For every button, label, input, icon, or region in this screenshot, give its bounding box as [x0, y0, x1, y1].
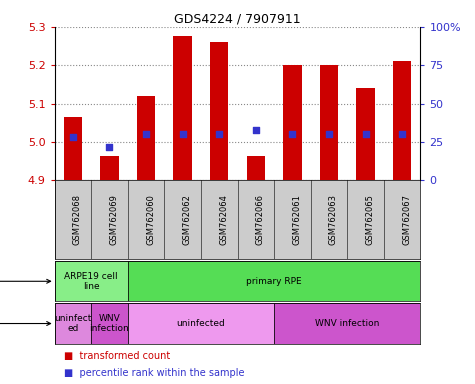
Bar: [173, 36, 192, 180]
Text: ■  transformed count: ■ transformed count: [64, 351, 171, 361]
Point: [252, 127, 259, 133]
Text: uninfect
ed: uninfect ed: [54, 314, 92, 333]
Bar: [283, 65, 302, 180]
Text: cell type: cell type: [0, 276, 51, 286]
Point: [179, 131, 186, 137]
Bar: [100, 156, 119, 180]
Text: WNV infection: WNV infection: [315, 319, 380, 328]
Text: uninfected: uninfected: [177, 319, 225, 328]
Bar: [55, 303, 91, 344]
Point: [325, 131, 332, 137]
Bar: [128, 303, 274, 344]
Bar: [64, 117, 82, 180]
Bar: [356, 88, 375, 180]
Bar: [320, 65, 338, 180]
Point: [362, 131, 370, 137]
Text: WNV
infection: WNV infection: [90, 314, 129, 333]
Point: [69, 134, 77, 141]
Text: GSM762061: GSM762061: [293, 194, 301, 245]
Point: [289, 131, 296, 137]
Point: [398, 131, 406, 137]
Text: GSM762065: GSM762065: [366, 194, 374, 245]
Bar: [91, 303, 128, 344]
Text: ARPE19 cell
line: ARPE19 cell line: [65, 271, 118, 291]
Title: GDS4224 / 7907911: GDS4224 / 7907911: [174, 13, 301, 26]
Text: GSM762063: GSM762063: [329, 194, 338, 245]
Bar: [128, 261, 420, 301]
Text: GSM762066: GSM762066: [256, 194, 265, 245]
Bar: [210, 42, 228, 180]
Text: GSM762064: GSM762064: [219, 194, 228, 245]
Text: ■  percentile rank within the sample: ■ percentile rank within the sample: [64, 368, 245, 378]
Point: [142, 131, 150, 137]
Bar: [247, 156, 265, 180]
Text: primary RPE: primary RPE: [246, 277, 302, 286]
Bar: [137, 96, 155, 180]
Bar: [55, 261, 128, 301]
Point: [216, 131, 223, 137]
Text: GSM762060: GSM762060: [146, 194, 155, 245]
Bar: [393, 61, 411, 180]
Bar: [274, 303, 420, 344]
Point: [105, 144, 113, 150]
Text: infection: infection: [0, 318, 51, 329]
Text: GSM762069: GSM762069: [109, 194, 118, 245]
Text: GSM762067: GSM762067: [402, 194, 411, 245]
Text: GSM762068: GSM762068: [73, 194, 82, 245]
Text: GSM762062: GSM762062: [182, 194, 191, 245]
